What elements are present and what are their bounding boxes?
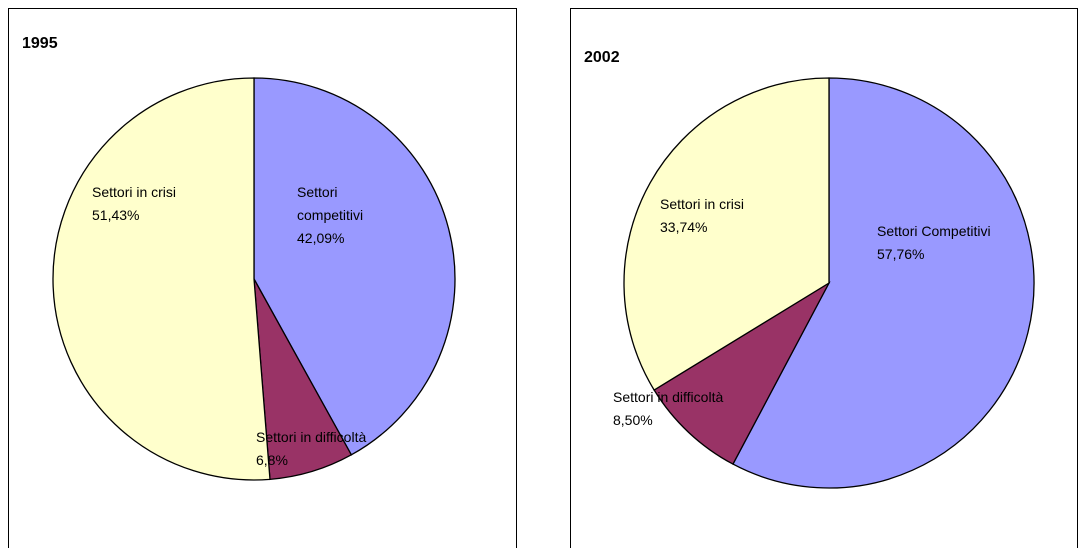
slice-value-label: 6,8%	[256, 452, 288, 468]
slice-value-label-box: 8,50%	[613, 412, 653, 428]
slice-category-label-box: Settori in difficoltà	[613, 389, 724, 405]
slice-category-label-box: Settori competitivi	[297, 184, 364, 223]
slice-category-label-box: Settori in crisi	[660, 196, 745, 212]
slice-category-label: Settori in crisi	[92, 184, 177, 200]
pie-slice	[253, 77, 456, 456]
pie-slice	[52, 77, 271, 481]
slice-category-label: Settori competitivi	[297, 184, 364, 223]
pie-slice	[732, 77, 1035, 489]
slice-value-label-box: 6,8%	[256, 452, 288, 468]
slice-category-label-box: Settori in difficoltà	[256, 429, 367, 445]
slice-value-label: 33,74%	[660, 219, 708, 235]
slice-value-label: 57,76%	[877, 246, 925, 262]
chart-title: 1995	[22, 35, 58, 52]
slice-category-label: Settori in crisi	[660, 196, 745, 212]
slice-value-label-box: 51,43%	[92, 207, 140, 223]
pie-slice	[623, 77, 830, 391]
slice-category-label-box: Settori Competitivi	[877, 223, 991, 239]
slice-category-label: Settori in difficoltà	[613, 389, 724, 405]
slice-value-label: 8,50%	[613, 412, 653, 428]
slice-value-label: 51,43%	[92, 207, 140, 223]
slice-value-label: 42,09%	[297, 230, 345, 246]
slice-value-label-box: 33,74%	[660, 219, 708, 235]
slice-category-label: Settori in difficoltà	[256, 429, 367, 445]
slice-category-label-box: Settori in crisi	[92, 184, 177, 200]
slice-value-label-box: 57,76%	[877, 246, 925, 262]
slice-category-label: Settori Competitivi	[877, 223, 991, 239]
slice-value-label-box: 42,09%	[297, 230, 345, 246]
pie-slice	[653, 281, 831, 465]
chart-title: 2002	[584, 49, 620, 66]
